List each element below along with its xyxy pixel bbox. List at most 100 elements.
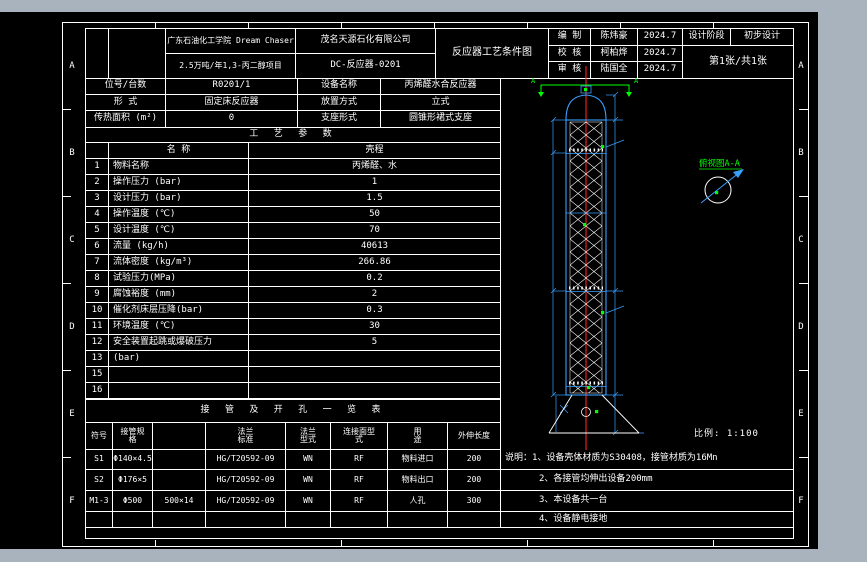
catalyst-bed-lattice	[569, 121, 603, 394]
nozzle-header: 法兰 型式	[286, 423, 331, 450]
nozzle-cell: S1	[86, 449, 113, 470]
zone-tick	[155, 540, 156, 546]
nozzle-cell: 200	[448, 470, 501, 491]
param-value: 1	[249, 175, 501, 191]
param-value	[249, 351, 501, 367]
detail-view-arrow-line	[700, 171, 741, 204]
nozzle-cell: Φ140×4.5	[113, 449, 153, 470]
nozzle-cell	[153, 449, 206, 470]
info-value: 丙烯醛水合反应器	[381, 78, 501, 95]
equipment-info-table: 位号/台数 R0201/1 设备名称 丙烯醛水合反应器 形 式 固定床反应器 放…	[85, 78, 501, 128]
sheet-number: 第1张/共1张	[683, 45, 794, 79]
zone-tick	[62, 457, 71, 458]
paper-margin-top	[0, 0, 867, 12]
zone-tick	[713, 22, 714, 28]
zone-tick	[799, 283, 808, 284]
param-value: 30	[249, 319, 501, 335]
nozzle-table-body: S1 Φ140×4.5 HG/T20592-09 WN RF 物料进口 200 …	[85, 449, 794, 528]
nozzle-cell	[113, 512, 153, 528]
nozzle-header: 用 途	[388, 423, 448, 450]
param-name: 操作压力 (bar)	[109, 175, 249, 191]
param-no: 6	[86, 239, 109, 255]
zone-letter: E	[798, 409, 804, 419]
vessel-shell	[565, 119, 607, 396]
param-value: 丙烯醛、水	[249, 159, 501, 175]
section-mark-label: A	[531, 77, 536, 85]
nozzle-cell: 200	[448, 449, 501, 470]
nozzle-cell	[331, 512, 388, 528]
scale-label: 比例: 1:100	[694, 429, 759, 439]
info-value: R0201/1	[166, 78, 298, 95]
zone-letter: C	[69, 235, 75, 245]
note-line: 2、各接管均伸出设备200mm	[501, 470, 794, 491]
param-value: 5	[249, 335, 501, 351]
sign-name: 陆国全	[591, 62, 638, 79]
nozzle-cell: Φ500	[113, 491, 153, 512]
top-nozzle	[580, 85, 592, 94]
param-no: 8	[86, 271, 109, 287]
sign-date: 2024.7	[638, 62, 683, 79]
param-no: 2	[86, 175, 109, 191]
nozzle-cell	[388, 512, 448, 528]
sign-role: 审 核	[549, 62, 591, 79]
zone-letter: F	[69, 496, 75, 506]
param-no: 3	[86, 191, 109, 207]
process-params-table: 工 艺 参 数 名 称 壳程 1 物料名称 丙烯醛、水 2 操作压力 (bar)…	[85, 128, 501, 399]
param-value: 40613	[249, 239, 501, 255]
zone-letter: D	[798, 322, 804, 332]
param-value: 0.2	[249, 271, 501, 287]
nozzle-cell: S2	[86, 470, 113, 491]
equipment-tag: DC-反应器-0201	[296, 53, 436, 79]
nozzle-header: 法兰 标准	[206, 423, 286, 450]
param-value: 70	[249, 223, 501, 239]
section-cut-line	[538, 84, 632, 97]
param-no: 10	[86, 303, 109, 319]
zone-tick	[341, 540, 342, 546]
nozzle-cell: 500×14	[153, 491, 206, 512]
param-value: 1.5	[249, 191, 501, 207]
param-no: 15	[86, 367, 109, 383]
nozzle-cell: RF	[331, 491, 388, 512]
nozzle-table-title: 接 管 及 开 孔 一 览 表	[86, 400, 501, 423]
design-stage-label: 设计阶段	[683, 29, 731, 46]
zone-tick	[155, 22, 156, 28]
nozzle-table-header: 接 管 及 开 孔 一 览 表 符号 接管规 格 法兰 标准 法兰 型式 连接面…	[85, 399, 501, 450]
section-mark-label: A	[634, 77, 639, 85]
nozzle-cell: HG/T20592-09	[206, 449, 286, 470]
nozzle-marker	[583, 145, 605, 414]
param-name: 试验压力(MPa)	[109, 271, 249, 287]
title-block-empty-cell	[86, 29, 109, 79]
zone-tick	[62, 109, 71, 110]
nozzle-header: 外伸长度	[448, 423, 501, 450]
info-label: 位号/台数	[86, 78, 166, 95]
detail-view-arrowhead	[733, 169, 744, 178]
zone-tick	[799, 370, 808, 371]
info-value: 立式	[381, 94, 501, 112]
detail-view-label: 俯视图A-A	[699, 158, 740, 169]
nozzle-cell: 300	[448, 491, 501, 512]
info-label: 传热面积 (m²)	[86, 111, 166, 128]
nozzle-cell: 物料进口	[388, 449, 448, 470]
nozzle-cell	[206, 512, 286, 528]
nozzle-cell: 人孔	[388, 491, 448, 512]
nozzle-header: 符号	[86, 423, 113, 450]
title-block-empty-cell	[109, 29, 166, 79]
nozzle-header: 连接面型 式	[331, 423, 388, 450]
zone-tick	[713, 540, 714, 546]
zone-letter: D	[69, 322, 75, 332]
param-name	[109, 383, 249, 399]
param-name-header: 名 称	[109, 143, 249, 159]
detail-view-circle	[704, 176, 732, 204]
param-name: 流量 (kg/h)	[109, 239, 249, 255]
info-label: 设备名称	[298, 78, 381, 95]
info-label: 放置方式	[298, 94, 381, 112]
nozzle-cell: Φ176×5	[113, 470, 153, 491]
param-value	[249, 383, 501, 399]
sign-role: 校 核	[549, 45, 591, 63]
info-label: 支座形式	[298, 111, 381, 128]
param-name: 物料名称	[109, 159, 249, 175]
param-value: 266.86	[249, 255, 501, 271]
param-no: 11	[86, 319, 109, 335]
param-name: 腐蚀裕度 (mm)	[109, 287, 249, 303]
